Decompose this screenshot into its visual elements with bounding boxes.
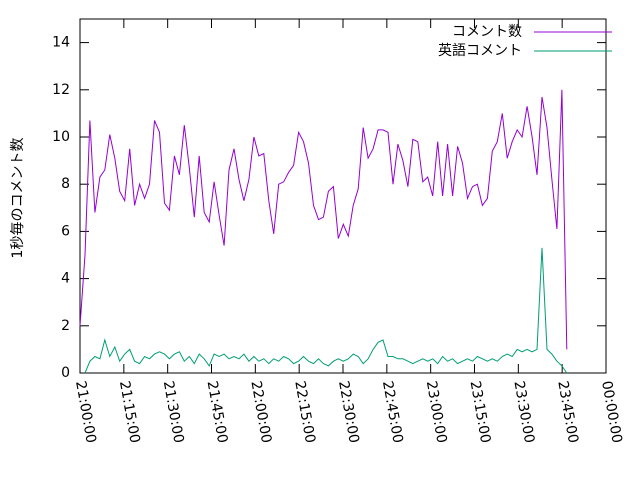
x-tick-label: 23:00:00: [423, 380, 450, 445]
series-line: [84, 247, 568, 374]
x-tick-label: 22:15:00: [291, 380, 318, 445]
x-tick-label: 21:15:00: [116, 380, 143, 445]
y-axis-label: 1秒毎のコメント数: [10, 138, 26, 259]
x-tick-label: 23:30:00: [510, 380, 537, 445]
plot-frame: [79, 18, 607, 374]
x-tick-label: 00:00:00: [598, 380, 625, 445]
legend-label: コメント数: [452, 24, 522, 40]
x-tick-label: 21:45:00: [204, 380, 231, 445]
y-tick-label: 14: [52, 35, 70, 51]
x-tick-label: 22:00:00: [247, 380, 274, 445]
x-tick-label: 21:30:00: [160, 380, 187, 445]
legend-label: 英語コメント: [438, 42, 522, 59]
y-tick-label: 6: [61, 223, 70, 239]
x-tick-label: 22:30:00: [335, 380, 362, 445]
x-tick-label: 21:00:00: [72, 380, 99, 445]
y-tick-label: 12: [52, 82, 70, 98]
series-line: [79, 89, 568, 350]
y-tick-label: 8: [61, 176, 70, 192]
y-tick-label: 4: [61, 271, 70, 287]
y-tick-label: 2: [61, 318, 70, 334]
x-tick-label: 22:45:00: [379, 380, 406, 445]
x-tick-label: 23:45:00: [554, 380, 581, 445]
y-tick-label: 0: [61, 365, 70, 381]
y-tick-label: 10: [52, 129, 70, 145]
x-tick-label: 23:15:00: [467, 380, 494, 445]
